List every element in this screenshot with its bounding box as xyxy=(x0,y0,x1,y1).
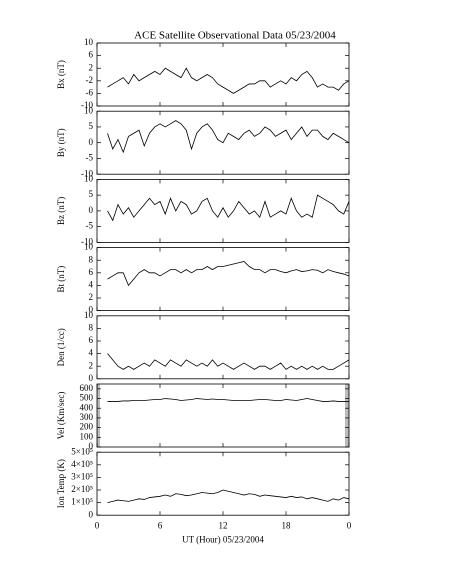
y-axis-label: By (nT) xyxy=(56,128,66,157)
y-tick-label: -10 xyxy=(81,168,93,178)
x-tick-label: 18 xyxy=(282,520,292,530)
y-tick-label: 10 xyxy=(84,37,94,47)
y-tick-label: 500 xyxy=(80,393,94,403)
y-axis-label: Den (1/cc) xyxy=(56,328,66,366)
y-tick-label: 4×10⁵ xyxy=(71,459,93,469)
y-tick-label: 0 xyxy=(89,305,94,315)
y-axis-label: Bx (nT) xyxy=(56,60,66,89)
data-line xyxy=(107,67,350,94)
x-tick-label: 0 xyxy=(347,520,352,530)
y-tick-label: 10 xyxy=(84,310,94,320)
y-tick-label: 300 xyxy=(80,412,94,422)
y-tick-label: 3×10⁵ xyxy=(71,471,93,481)
y-tick-label: 6 xyxy=(89,50,94,60)
y-tick-label: 200 xyxy=(80,422,94,432)
data-gap xyxy=(97,384,100,447)
chart-title: ACE Satellite Observational Data 05/23/2… xyxy=(134,30,336,42)
data-line xyxy=(107,261,350,287)
plot-frame xyxy=(96,247,350,312)
y-tick-label: 10 xyxy=(84,105,94,115)
y-tick-label: 1×10⁵ xyxy=(71,497,93,507)
y-axis-label: Vel (Km/sec) xyxy=(56,392,66,440)
y-tick-label: 5×10⁵ xyxy=(71,446,93,456)
y-tick-label: 8 xyxy=(89,254,94,264)
y-tick-label: 600 xyxy=(80,383,94,393)
data-line xyxy=(107,120,350,154)
y-tick-label: 2×10⁵ xyxy=(71,484,93,494)
y-tick-label: 0 xyxy=(89,137,94,147)
x-tick-label: 6 xyxy=(158,520,163,530)
y-tick-label: 10 xyxy=(84,173,94,183)
y-tick-label: 6 xyxy=(89,335,94,345)
y-tick-label: 4 xyxy=(89,279,94,289)
y-axis-label: Bz (nT) xyxy=(56,197,66,225)
x-tick-label: 0 xyxy=(95,520,100,530)
y-axis-label: Ion Temp (K) xyxy=(56,459,66,508)
y-tick-label: 2 xyxy=(89,62,94,72)
y-tick-label: -10 xyxy=(81,236,93,246)
plot-frame xyxy=(96,42,350,107)
y-tick-label: -6 xyxy=(86,87,94,97)
y-tick-label: 100 xyxy=(80,431,94,441)
data-line xyxy=(107,353,350,370)
y-tick-label: -10 xyxy=(81,100,93,110)
plot-frame xyxy=(96,178,350,243)
y-tick-label: 4 xyxy=(89,348,94,358)
y-tick-label: 10 xyxy=(84,242,94,252)
plot-frame xyxy=(96,383,350,448)
y-tick-label: 2 xyxy=(89,292,94,302)
y-tick-label: -5 xyxy=(86,153,94,163)
y-tick-label: 0 xyxy=(89,205,94,215)
y-tick-label: 400 xyxy=(80,402,94,412)
plot-frame xyxy=(96,451,350,516)
y-tick-label: 5 xyxy=(89,121,94,131)
y-tick-label: 6 xyxy=(89,267,94,277)
y-tick-label: 2 xyxy=(89,360,94,370)
y-tick-label: 0 xyxy=(89,509,94,519)
y-tick-label: -5 xyxy=(86,221,94,231)
data-gap xyxy=(345,384,349,447)
data-line xyxy=(107,489,350,503)
plot-frame xyxy=(96,315,350,380)
data-line xyxy=(107,194,350,222)
y-tick-label: 0 xyxy=(89,441,94,451)
y-axis-label: Bt (nT) xyxy=(56,266,66,293)
x-tick-label: 12 xyxy=(219,520,228,530)
data-line xyxy=(107,398,349,402)
x-axis-label: UT (Hour) 05/23/2004 xyxy=(182,534,264,544)
y-tick-label: -2 xyxy=(86,75,94,85)
y-tick-label: 0 xyxy=(89,373,94,383)
y-tick-label: 5 xyxy=(89,189,94,199)
y-tick-label: 8 xyxy=(89,322,94,332)
